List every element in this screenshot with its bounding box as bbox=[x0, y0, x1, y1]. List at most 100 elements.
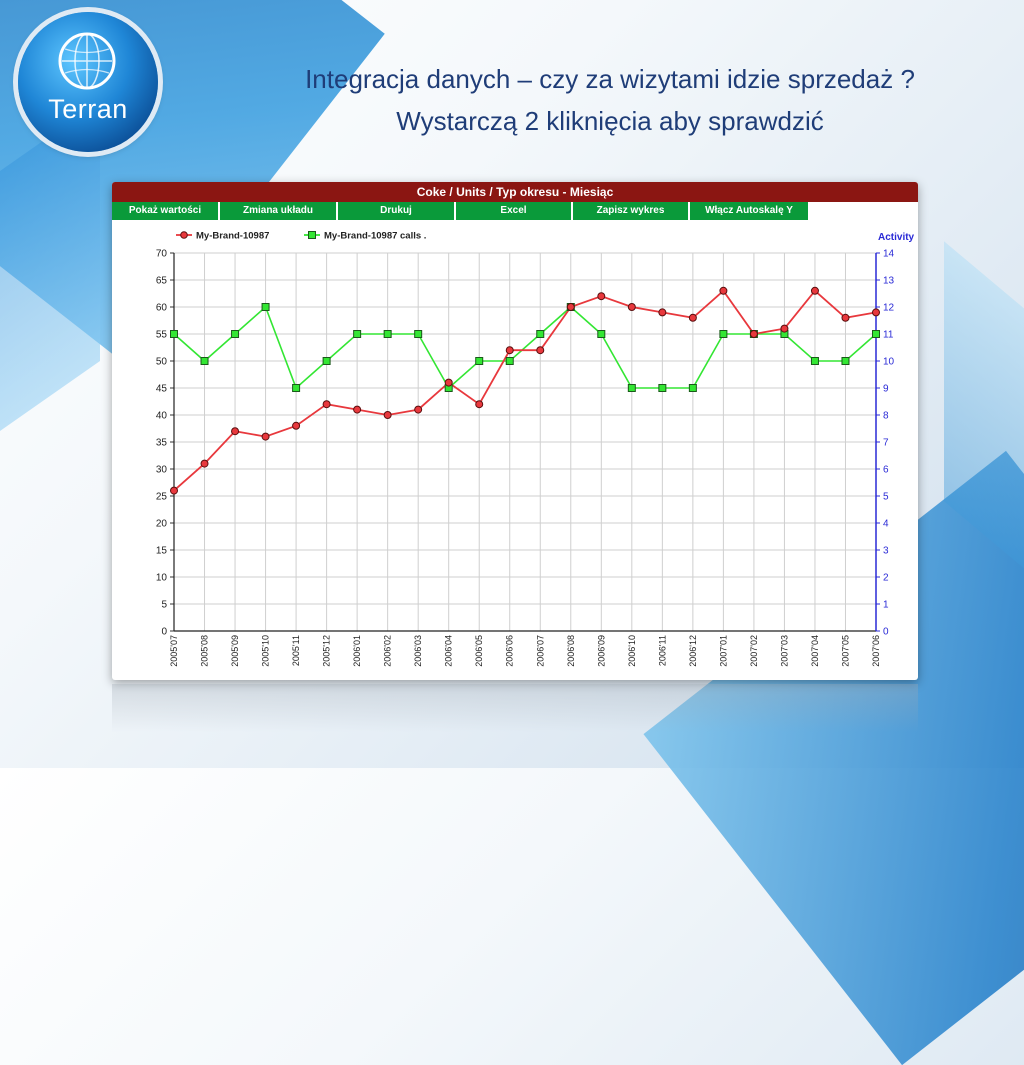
x-tick-label: 2007'03 bbox=[779, 635, 789, 667]
series-brand-point bbox=[322, 400, 331, 409]
panel-reflection bbox=[112, 684, 918, 732]
y-left-tick-label: 5 bbox=[161, 600, 167, 611]
y-left-tick-label: 60 bbox=[156, 303, 168, 314]
x-tick-label: 2006'07 bbox=[535, 635, 545, 667]
series-calls-point bbox=[292, 384, 301, 392]
x-tick-label: 2006'09 bbox=[596, 635, 606, 667]
legend-brand-label: My-Brand-10987 bbox=[196, 231, 269, 242]
slide-title: Integracja danych – czy za wizytami idzi… bbox=[220, 58, 1000, 142]
x-tick-label: 2006'10 bbox=[627, 635, 637, 667]
x-tick-label: 2007'04 bbox=[810, 635, 820, 667]
series-brand-point bbox=[475, 400, 484, 409]
x-tick-label: 2007'01 bbox=[718, 635, 728, 667]
x-tick-label: 2007'06 bbox=[871, 635, 881, 667]
series-calls-point bbox=[383, 330, 392, 338]
terran-logo: Terran bbox=[18, 12, 158, 152]
series-brand-point bbox=[231, 427, 240, 436]
series-calls-point bbox=[200, 357, 209, 365]
legend-calls-label: My-Brand-10987 calls . bbox=[324, 231, 426, 242]
series-brand-point bbox=[414, 405, 423, 414]
series-brand-point bbox=[261, 432, 270, 441]
series-brand-point bbox=[841, 313, 850, 322]
y-left-tick-label: 25 bbox=[156, 492, 168, 503]
series-calls-point bbox=[627, 384, 636, 392]
y-right-tick-label: 3 bbox=[883, 546, 889, 557]
y-right-tick-label: 12 bbox=[883, 303, 895, 314]
x-tick-label: 2005'08 bbox=[200, 635, 210, 667]
autoscale-y-button[interactable]: Włącz Autoskalę Y bbox=[690, 202, 808, 220]
x-tick-label: 2005'12 bbox=[322, 635, 332, 667]
x-tick-label: 2007'05 bbox=[840, 635, 850, 667]
x-tick-label: 2005'11 bbox=[291, 635, 301, 666]
series-brand-point bbox=[292, 421, 301, 430]
line-chart: 2005'07 2005'08 2005'09 2005'10 2005'11 2005'… bbox=[156, 231, 915, 667]
y-left-tick-label: 10 bbox=[156, 573, 168, 584]
chart-toolbar: Pokaż wartości Zmiana układu Drukuj Exce… bbox=[112, 202, 808, 220]
y-right-tick-label: 0 bbox=[883, 627, 889, 638]
series-brand-point bbox=[810, 286, 819, 295]
print-button[interactable]: Drukuj bbox=[338, 202, 456, 220]
series-brand-point bbox=[170, 486, 178, 495]
series-calls-point bbox=[810, 357, 819, 365]
y-right-tick-label: 8 bbox=[883, 411, 889, 422]
y-left-tick-label: 45 bbox=[156, 384, 168, 395]
series-brand-point bbox=[353, 405, 362, 414]
series-calls-point bbox=[322, 357, 331, 365]
globe-icon bbox=[58, 32, 116, 90]
series-brand-point bbox=[383, 411, 392, 419]
show-values-button[interactable]: Pokaż wartości bbox=[112, 202, 220, 220]
series-calls-point bbox=[536, 330, 545, 338]
series-brand-point bbox=[597, 292, 606, 301]
series-brand-point bbox=[536, 346, 545, 355]
y-left-tick-label: 70 bbox=[156, 249, 168, 260]
x-tick-label: 2006'06 bbox=[505, 635, 515, 667]
slide-title-line-1: Integracja danych – czy za wizytami idzi… bbox=[305, 64, 915, 94]
series-brand-point bbox=[688, 313, 697, 322]
legend-brand-marker bbox=[180, 231, 188, 239]
y-left-tick-label: 30 bbox=[156, 465, 168, 476]
x-tick-label: 2006'12 bbox=[688, 635, 698, 667]
x-tick-label: 2005'07 bbox=[169, 635, 179, 667]
excel-button[interactable]: Excel bbox=[456, 202, 573, 220]
y-left-tick-label: 50 bbox=[156, 357, 168, 368]
y-right-tick-label: 4 bbox=[883, 519, 889, 530]
series-calls-point bbox=[353, 330, 362, 338]
series-calls-point bbox=[170, 330, 178, 338]
series-brand-point bbox=[749, 330, 758, 338]
x-tick-label: 2006'01 bbox=[352, 635, 362, 667]
chart-header: Coke / Units / Typ okresu - Miesiąc bbox=[112, 182, 918, 202]
series-calls-point bbox=[719, 330, 728, 338]
series-calls-point bbox=[505, 357, 514, 365]
save-chart-button[interactable]: Zapisz wykres bbox=[573, 202, 690, 220]
series-calls-point bbox=[872, 330, 880, 338]
chart-panel: 2005'07 2005'08 2005'09 2005'10 2005'11 2005'… bbox=[112, 182, 918, 680]
series-brand-point bbox=[658, 308, 667, 317]
series-brand-point bbox=[505, 346, 514, 355]
y-right-tick-label: 13 bbox=[883, 276, 895, 287]
decor-shape-right bbox=[944, 241, 1024, 619]
y-left-tick-label: 40 bbox=[156, 411, 168, 422]
y-right-tick-label: 14 bbox=[883, 249, 895, 260]
y-right-tick-label: 5 bbox=[883, 492, 889, 503]
series-brand-point bbox=[627, 303, 636, 311]
series-brand-line bbox=[173, 289, 877, 492]
legend-calls-marker bbox=[308, 231, 316, 239]
series-calls-point bbox=[688, 384, 697, 392]
logo-text: Terran bbox=[48, 94, 128, 124]
x-tick-label: 2006'11 bbox=[657, 635, 667, 666]
x-tick-label: 2006'08 bbox=[566, 635, 576, 667]
x-tick-label: 2005'09 bbox=[230, 635, 240, 667]
y-right-tick-label: 6 bbox=[883, 465, 889, 476]
series-calls-point bbox=[231, 330, 240, 338]
series-brand-point bbox=[200, 459, 209, 468]
series-brand-point bbox=[566, 303, 575, 311]
slide-title-line-2: Wystarczą 2 kliknięcia aby sprawdzić bbox=[396, 106, 824, 136]
y-right-axis-label: Activity bbox=[878, 232, 915, 243]
series-calls-point bbox=[658, 384, 667, 392]
y-right-tick-label: 11 bbox=[883, 330, 894, 341]
x-tick-label: 2007'02 bbox=[749, 635, 759, 667]
x-tick-label: 2006'02 bbox=[383, 635, 393, 667]
series-brand-point bbox=[780, 324, 789, 333]
x-tick-label: 2006'04 bbox=[444, 635, 454, 667]
change-layout-button[interactable]: Zmiana układu bbox=[220, 202, 338, 220]
